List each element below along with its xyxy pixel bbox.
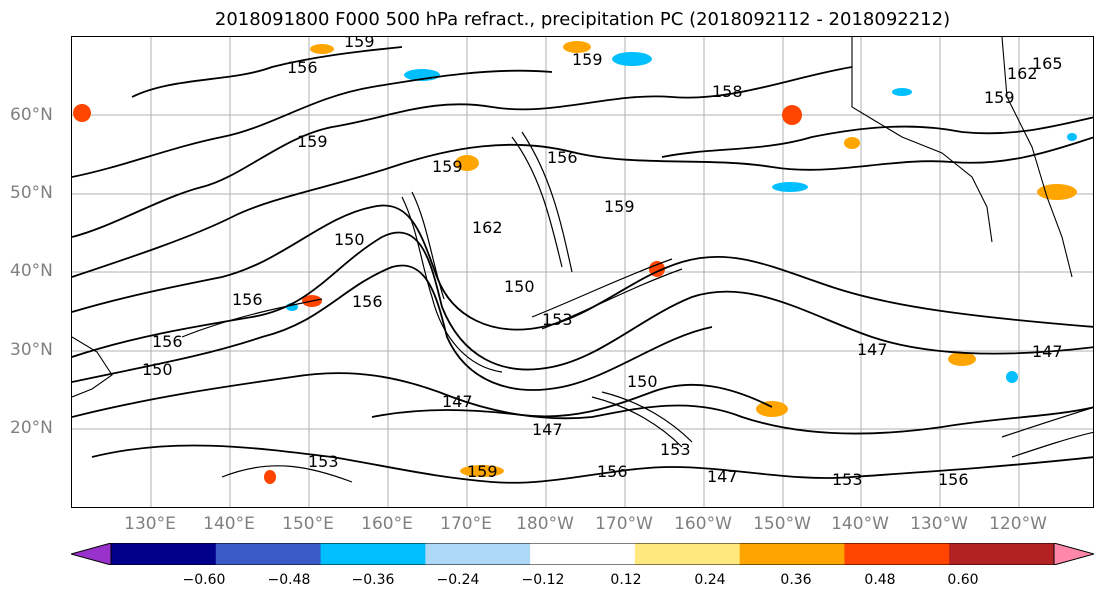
lat-label-30n: 30°N: [10, 340, 53, 360]
contour-lines-thin: [181, 131, 1093, 483]
contour-label: 147: [1032, 342, 1063, 361]
lat-label-50n: 50°N: [10, 183, 53, 203]
lon-label-150e: 150°E: [282, 514, 334, 534]
colorbar-segment: [844, 543, 950, 565]
colorbar-segment: [530, 543, 636, 565]
contour-label: 147: [442, 392, 473, 411]
contour-label: 159: [467, 462, 498, 481]
lon-label-130e: 130°E: [124, 514, 176, 534]
colorbar-segment: [111, 543, 217, 565]
colorbar-tick-label: −0.48: [267, 572, 311, 588]
lon-label-170e: 170°E: [440, 514, 492, 534]
contour-label: 156: [352, 292, 383, 311]
contour-label: 156: [152, 332, 183, 351]
contour-lines: [72, 46, 1093, 484]
lat-label-40n: 40°N: [10, 261, 53, 281]
colorbar-frame: [110, 543, 1055, 565]
colorbar-tick-label: −0.60: [182, 572, 226, 588]
colorbar-extend-low: [71, 543, 112, 565]
lon-label-140e: 140°E: [203, 514, 255, 534]
lon-label-180w: 180°W: [516, 514, 574, 534]
contour-label: 156: [597, 462, 628, 481]
contour-label: 162: [472, 218, 503, 237]
lon-label-160w: 160°W: [674, 514, 732, 534]
contour-label: 150: [504, 277, 535, 296]
lon-label-140w: 140°W: [831, 514, 889, 534]
contour-label: 156: [232, 290, 263, 309]
contour-label: 156: [547, 148, 578, 167]
colorbar-segment: [215, 543, 322, 565]
colorbar-segment: [634, 543, 741, 565]
contour-label: 159: [344, 37, 375, 51]
contour-label: 159: [984, 88, 1015, 107]
contour-label: 153: [832, 470, 863, 489]
contour-label: 156: [938, 470, 969, 489]
colorbar-tick-label: −0.36: [351, 572, 395, 588]
contour-value-labels: 159 156 159 159 156 159 156 159 156 150 …: [142, 37, 1063, 489]
colorbar-tick-label: 0.24: [694, 572, 726, 588]
lat-label-60n: 60°N: [10, 105, 53, 125]
map-panel: 159 156 159 159 156 159 156 159 156 150 …: [71, 36, 1094, 508]
contour-label: 153: [542, 310, 573, 329]
contour-label: 159: [572, 50, 603, 69]
contour-label: 165: [1032, 54, 1063, 73]
contour-label: 150: [627, 372, 658, 391]
colorbar-extend-high: [1053, 543, 1094, 565]
contour-label: 158: [712, 82, 743, 101]
contour-label: 147: [857, 340, 888, 359]
coastlines: [72, 37, 1073, 398]
contour-label: 153: [660, 440, 691, 459]
colorbar-segment: [425, 543, 531, 565]
contour-label: 159: [432, 157, 463, 176]
lon-label-130w: 130°W: [910, 514, 968, 534]
colorbar-segment: [949, 543, 1055, 565]
lat-label-20n: 20°N: [10, 418, 53, 438]
graticule: [72, 37, 1093, 507]
lon-label-170w: 170°W: [595, 514, 653, 534]
colorbar-tick-label: 0.12: [610, 572, 642, 588]
lon-label-150w: 150°W: [753, 514, 811, 534]
contour-label: 153: [308, 452, 339, 471]
contour-label: 147: [532, 420, 563, 439]
contour-label: 150: [142, 360, 173, 379]
lon-label-160e: 160°E: [361, 514, 413, 534]
colorbar: [71, 543, 1094, 565]
contour-label: 159: [604, 197, 635, 216]
contour-label: 150: [334, 230, 365, 249]
map-svg: 159 156 159 159 156 159 156 159 156 150 …: [72, 37, 1093, 507]
map-title: 2018091800 F000 500 hPa refract., precip…: [214, 9, 951, 30]
contour-label: 156: [287, 58, 318, 77]
colorbar-segment: [320, 543, 426, 565]
colorbar-tick-label: 0.60: [947, 572, 979, 588]
colorbar-tick-label: 0.36: [780, 572, 812, 588]
colorbar-tick-label: 0.48: [864, 572, 896, 588]
colorbar-tick-label: −0.24: [436, 572, 480, 588]
colorbar-tick-label: −0.12: [521, 572, 565, 588]
lon-label-120w: 120°W: [989, 514, 1047, 534]
contour-label: 159: [297, 132, 328, 151]
contour-label: 147: [707, 467, 738, 486]
contour-label: 162: [1007, 64, 1038, 83]
colorbar-segment: [739, 543, 845, 565]
